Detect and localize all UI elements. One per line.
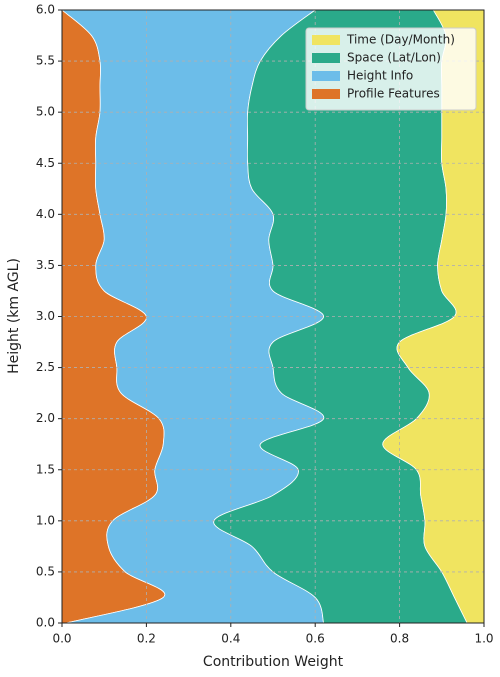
y-tick-label: 2.5: [36, 360, 55, 374]
legend-swatch: [312, 89, 340, 99]
y-tick-label: 0.0: [36, 616, 55, 630]
x-tick-label: 0.2: [137, 632, 156, 646]
x-tick-label: 1.0: [474, 632, 493, 646]
y-tick-label: 5.5: [36, 54, 55, 68]
legend-swatch: [312, 71, 340, 81]
y-axis-label: Height (km AGL): [6, 258, 22, 374]
y-tick-label: 0.5: [36, 564, 55, 578]
legend-label: Time (Day/Month): [346, 33, 455, 47]
y-tick-label: 1.0: [36, 513, 55, 527]
x-axis-label: Contribution Weight: [203, 654, 344, 670]
x-tick-label: 0.0: [52, 632, 71, 646]
y-tick-label: 5.0: [36, 105, 55, 119]
y-tick-label: 6.0: [36, 3, 55, 17]
y-tick-label: 1.5: [36, 462, 55, 476]
legend-label: Space (Lat/Lon): [347, 51, 441, 65]
x-tick-label: 0.6: [306, 632, 325, 646]
legend-swatch: [312, 53, 340, 63]
y-tick-label: 4.5: [36, 156, 55, 170]
legend-box: [305, 27, 477, 111]
y-tick-label: 4.0: [36, 207, 55, 221]
x-tick-label: 0.4: [221, 632, 240, 646]
y-tick-label: 3.5: [36, 258, 55, 272]
x-tick-label: 0.8: [390, 632, 409, 646]
y-tick-label: 3.0: [36, 309, 55, 323]
y-tick-label: 2.0: [36, 411, 55, 425]
legend-label: Height Info: [347, 69, 413, 83]
legend-swatch: [312, 35, 340, 45]
legend-label: Profile Features: [347, 87, 440, 101]
